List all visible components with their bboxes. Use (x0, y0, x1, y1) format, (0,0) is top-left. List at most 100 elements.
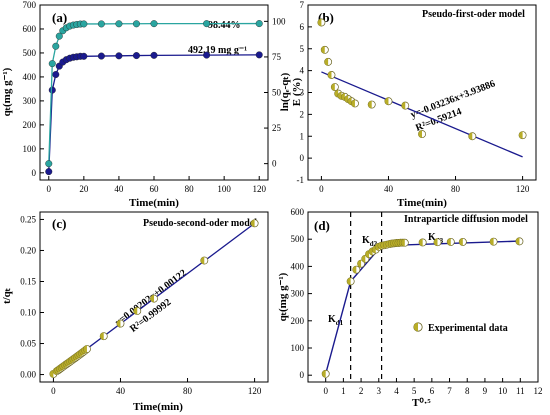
panel-a-y2label: E (%) (291, 77, 303, 106)
panel-b-point (317, 18, 326, 27)
panel-c-xlabel: Time(min) (133, 401, 183, 413)
panel-d-ytick-label: 100 (291, 343, 305, 353)
panel-c-point-fill (150, 295, 154, 303)
panel-a-series-0-point (115, 52, 123, 60)
panel-a-series-0-line (48, 54, 260, 172)
panel-d-point (489, 237, 498, 246)
panel-c-point (99, 332, 108, 341)
panel-c-ytick-label: 0.15 (20, 276, 36, 286)
panel-a-series-0-point (255, 51, 263, 59)
panel-a-series-1-point (255, 20, 263, 28)
panel-a-ytick-label: 500 (23, 48, 37, 58)
panel-a-ytick-label: 300 (23, 96, 37, 106)
panel-d-point (371, 245, 380, 254)
panel-a-annotation-efficiency: 98.44% (208, 20, 241, 31)
panel-d-ytick-label: 400 (291, 261, 305, 271)
panel-a-y2tick-label: 100 (272, 16, 286, 26)
panel-a-y2tick-label: 25 (272, 123, 282, 133)
panel-d-xtick-label: 10 (498, 386, 508, 396)
panel-d-xtick-label: 5 (412, 386, 417, 396)
panel-a-label: (a) (52, 10, 67, 25)
panel-b-point (418, 130, 426, 139)
panel-a-y2tick-label: 50 (272, 88, 282, 98)
panel-b-point-fill (327, 71, 332, 79)
panel-b-point-fill (337, 92, 342, 100)
panel-a-series-1-point (45, 160, 53, 168)
panel-c-ylabel: t/qₜ (1, 288, 13, 304)
panel-a-ytick-label: 700 (23, 0, 37, 10)
panel-a-series-1-point (55, 32, 63, 40)
panel-b-point (350, 99, 359, 108)
panel-d-point-fill (489, 238, 494, 246)
panel-b-ytick-label: 2 (300, 109, 305, 119)
panel-d-title: Intraparticle diffusion model (404, 214, 528, 225)
panel-b-point (384, 97, 393, 106)
panel-b-xtick-label: 120 (516, 184, 530, 194)
panel-d-xtick-label: 1 (341, 386, 346, 396)
panel-b-point (468, 132, 477, 141)
panel-c-xtick-label: 0 (51, 386, 56, 396)
panel-b-point-fill (344, 95, 349, 103)
panel-d-ytick-label: 200 (291, 316, 305, 326)
panel-b-ytick-label: -1 (297, 175, 305, 185)
panel-b: (b) Pseudo-first-oder model Time(min) ln… (279, 0, 537, 209)
panel-d-point (515, 237, 524, 246)
panel-d-xtick-label: 8 (465, 386, 470, 396)
panel-b-point-fill (324, 58, 329, 66)
panel-b-ytick-label: 3 (300, 88, 305, 98)
panel-a-series-1-point (80, 20, 88, 28)
panel-d-ytick-label: 500 (291, 234, 305, 244)
panel-d-point (446, 237, 455, 246)
panel-a-series-0-point (45, 168, 53, 176)
panel-c-point-fill (83, 345, 87, 353)
panel-b-point-fill (317, 18, 322, 27)
panel-a-annotation-capacity: 492.19 mg g⁻¹ (188, 45, 247, 56)
panel-d-xtick-label: 4 (394, 386, 399, 396)
panel-b-point-fill (321, 46, 325, 54)
panel-a-ytick-label: 200 (23, 120, 37, 130)
panel-a-series-1-point (115, 20, 123, 28)
panel-c-point (250, 219, 259, 228)
panel-d-frame (307, 211, 539, 383)
panel-d-point-fill (361, 255, 366, 263)
panel-c-xtick-label: 120 (248, 386, 262, 396)
panel-c-ytick-label: 0.25 (20, 214, 36, 224)
panel-d-point-fill (401, 239, 405, 247)
panel-d-ytick-label: 0 (300, 370, 305, 380)
panel-b-point (324, 57, 333, 66)
panel-d-xtick-label: 2 (359, 386, 364, 396)
panel-a-xtick-label: 40 (114, 184, 124, 194)
panel-b-point-fill (331, 83, 335, 91)
panel-b-ytick-label: 6 (300, 22, 305, 32)
panel-d-label: (d) (314, 218, 330, 233)
panel-b-point (518, 131, 527, 140)
panel-d-point (321, 369, 330, 378)
panel-d-point-fill (365, 250, 370, 258)
panel-b-ytick-label: 0 (300, 153, 305, 163)
panel-a-series-1-point (203, 20, 211, 28)
panel-d-xtick-label: 9 (483, 386, 488, 396)
panel-d-point (458, 237, 467, 246)
panel-b-xlabel: Time(min) (397, 197, 447, 209)
panel-b-point-fill (384, 97, 389, 105)
panel-a-series-0-point (132, 52, 140, 60)
panel-d-point (352, 265, 361, 274)
panel-a-xlabel: Time(min) (129, 197, 179, 209)
panel-c-frame (39, 211, 269, 383)
panel-b-xtick-label: 80 (451, 184, 461, 194)
panel-a-y2tick-label: 75 (272, 52, 282, 62)
panel-d-point-fill (372, 245, 376, 254)
panel-d-point-fill (347, 277, 351, 285)
panel-c-point (133, 307, 142, 315)
panel-d-segment-1 (325, 281, 352, 375)
panel-b-title: Pseudo-first-oder model (422, 9, 525, 20)
panel-a-series-0-point (97, 52, 105, 60)
panel-c-point-fill (133, 307, 138, 315)
panel-d-xtick-label: 11 (516, 386, 525, 396)
panel-d-point (433, 238, 442, 247)
panel-c-xtick-label: 80 (183, 386, 193, 396)
panel-d-xtick-label: 3 (377, 386, 382, 396)
panel-b-point-fill (351, 99, 355, 108)
panel-b-ytick-label: 4 (300, 66, 305, 76)
